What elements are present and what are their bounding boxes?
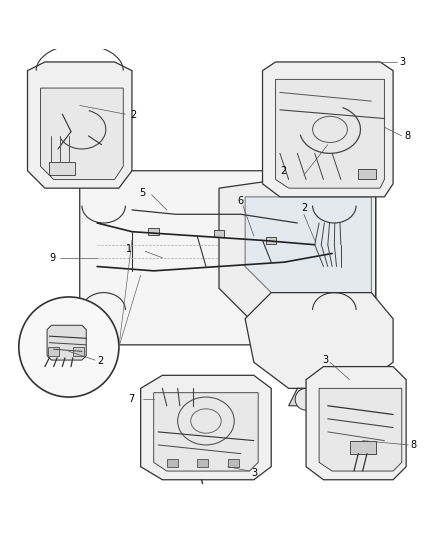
Bar: [48, 347, 59, 356]
Bar: [228, 459, 239, 467]
Polygon shape: [245, 197, 371, 293]
Bar: [73, 347, 84, 356]
Text: 7: 7: [128, 394, 134, 404]
Polygon shape: [141, 375, 271, 480]
Polygon shape: [289, 389, 376, 406]
Polygon shape: [276, 79, 385, 188]
Text: 2: 2: [302, 203, 308, 213]
Text: 5: 5: [139, 188, 145, 198]
Bar: [148, 228, 159, 235]
Bar: [49, 162, 75, 175]
Text: 8: 8: [410, 440, 417, 450]
Polygon shape: [306, 367, 406, 480]
Polygon shape: [219, 171, 376, 319]
Bar: [197, 459, 208, 467]
Text: 1: 1: [126, 244, 132, 254]
Text: 2: 2: [97, 357, 103, 366]
Polygon shape: [41, 88, 123, 180]
Text: 2: 2: [130, 110, 136, 120]
Text: 8: 8: [404, 131, 410, 141]
Circle shape: [19, 297, 119, 397]
Text: 6: 6: [238, 196, 244, 206]
Bar: [214, 230, 224, 237]
Text: 3: 3: [399, 57, 406, 67]
Polygon shape: [47, 325, 86, 360]
Bar: [358, 168, 376, 180]
Polygon shape: [245, 293, 393, 389]
Circle shape: [295, 389, 317, 410]
Polygon shape: [154, 393, 258, 471]
Bar: [167, 459, 178, 467]
Polygon shape: [319, 389, 402, 471]
Polygon shape: [80, 171, 376, 345]
Polygon shape: [28, 62, 132, 188]
Bar: [350, 441, 376, 454]
Text: 2: 2: [280, 166, 286, 176]
Text: 3: 3: [252, 468, 258, 478]
Text: 3: 3: [322, 355, 328, 365]
Polygon shape: [262, 62, 393, 197]
Text: 9: 9: [49, 253, 56, 263]
Circle shape: [352, 389, 374, 410]
Bar: [266, 237, 276, 244]
